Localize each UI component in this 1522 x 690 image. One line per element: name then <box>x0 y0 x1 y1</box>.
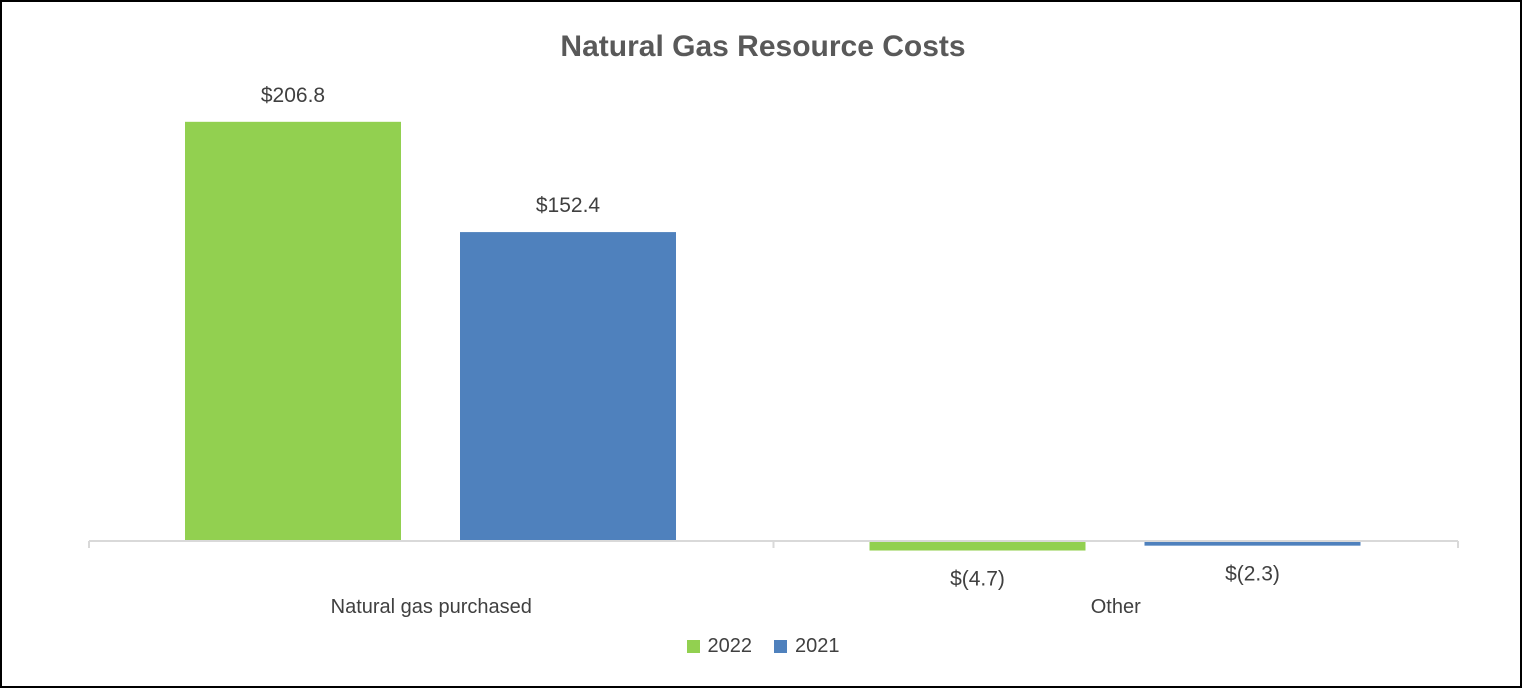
bars-layer <box>185 121 1361 551</box>
bar-2021-0 <box>460 232 676 541</box>
chart-title: Natural Gas Resource Costs <box>560 30 966 63</box>
data-label-2022-1: $(4.7) <box>950 568 1005 591</box>
legend-item-2021: 2021 <box>774 635 840 658</box>
bar-2022-0 <box>185 121 401 541</box>
legend-swatch-2021 <box>774 640 787 653</box>
data-label-2021-0: $152.4 <box>536 194 601 217</box>
labels-layer: $206.8 $(4.7) $152.4 $(2.3) Natural gas purc… <box>261 84 1280 618</box>
legend-label-2021: 2021 <box>795 635 840 657</box>
legend-label-2022: 2022 <box>707 635 753 657</box>
bar-2022-1 <box>869 541 1086 551</box>
category-label-0: Natural gas purchased <box>331 596 532 618</box>
legend-item-2022: 2022 <box>686 635 753 658</box>
data-label-2021-1: $(2.3) <box>1225 563 1280 586</box>
data-label-2022-0: $206.8 <box>261 84 325 107</box>
legend-swatch-2022 <box>686 640 700 653</box>
category-label-1: Other <box>1091 596 1141 618</box>
legend: 2022 2021 <box>2 635 1522 658</box>
bar-2021-1 <box>1144 541 1361 546</box>
axis-layer <box>88 540 1459 548</box>
